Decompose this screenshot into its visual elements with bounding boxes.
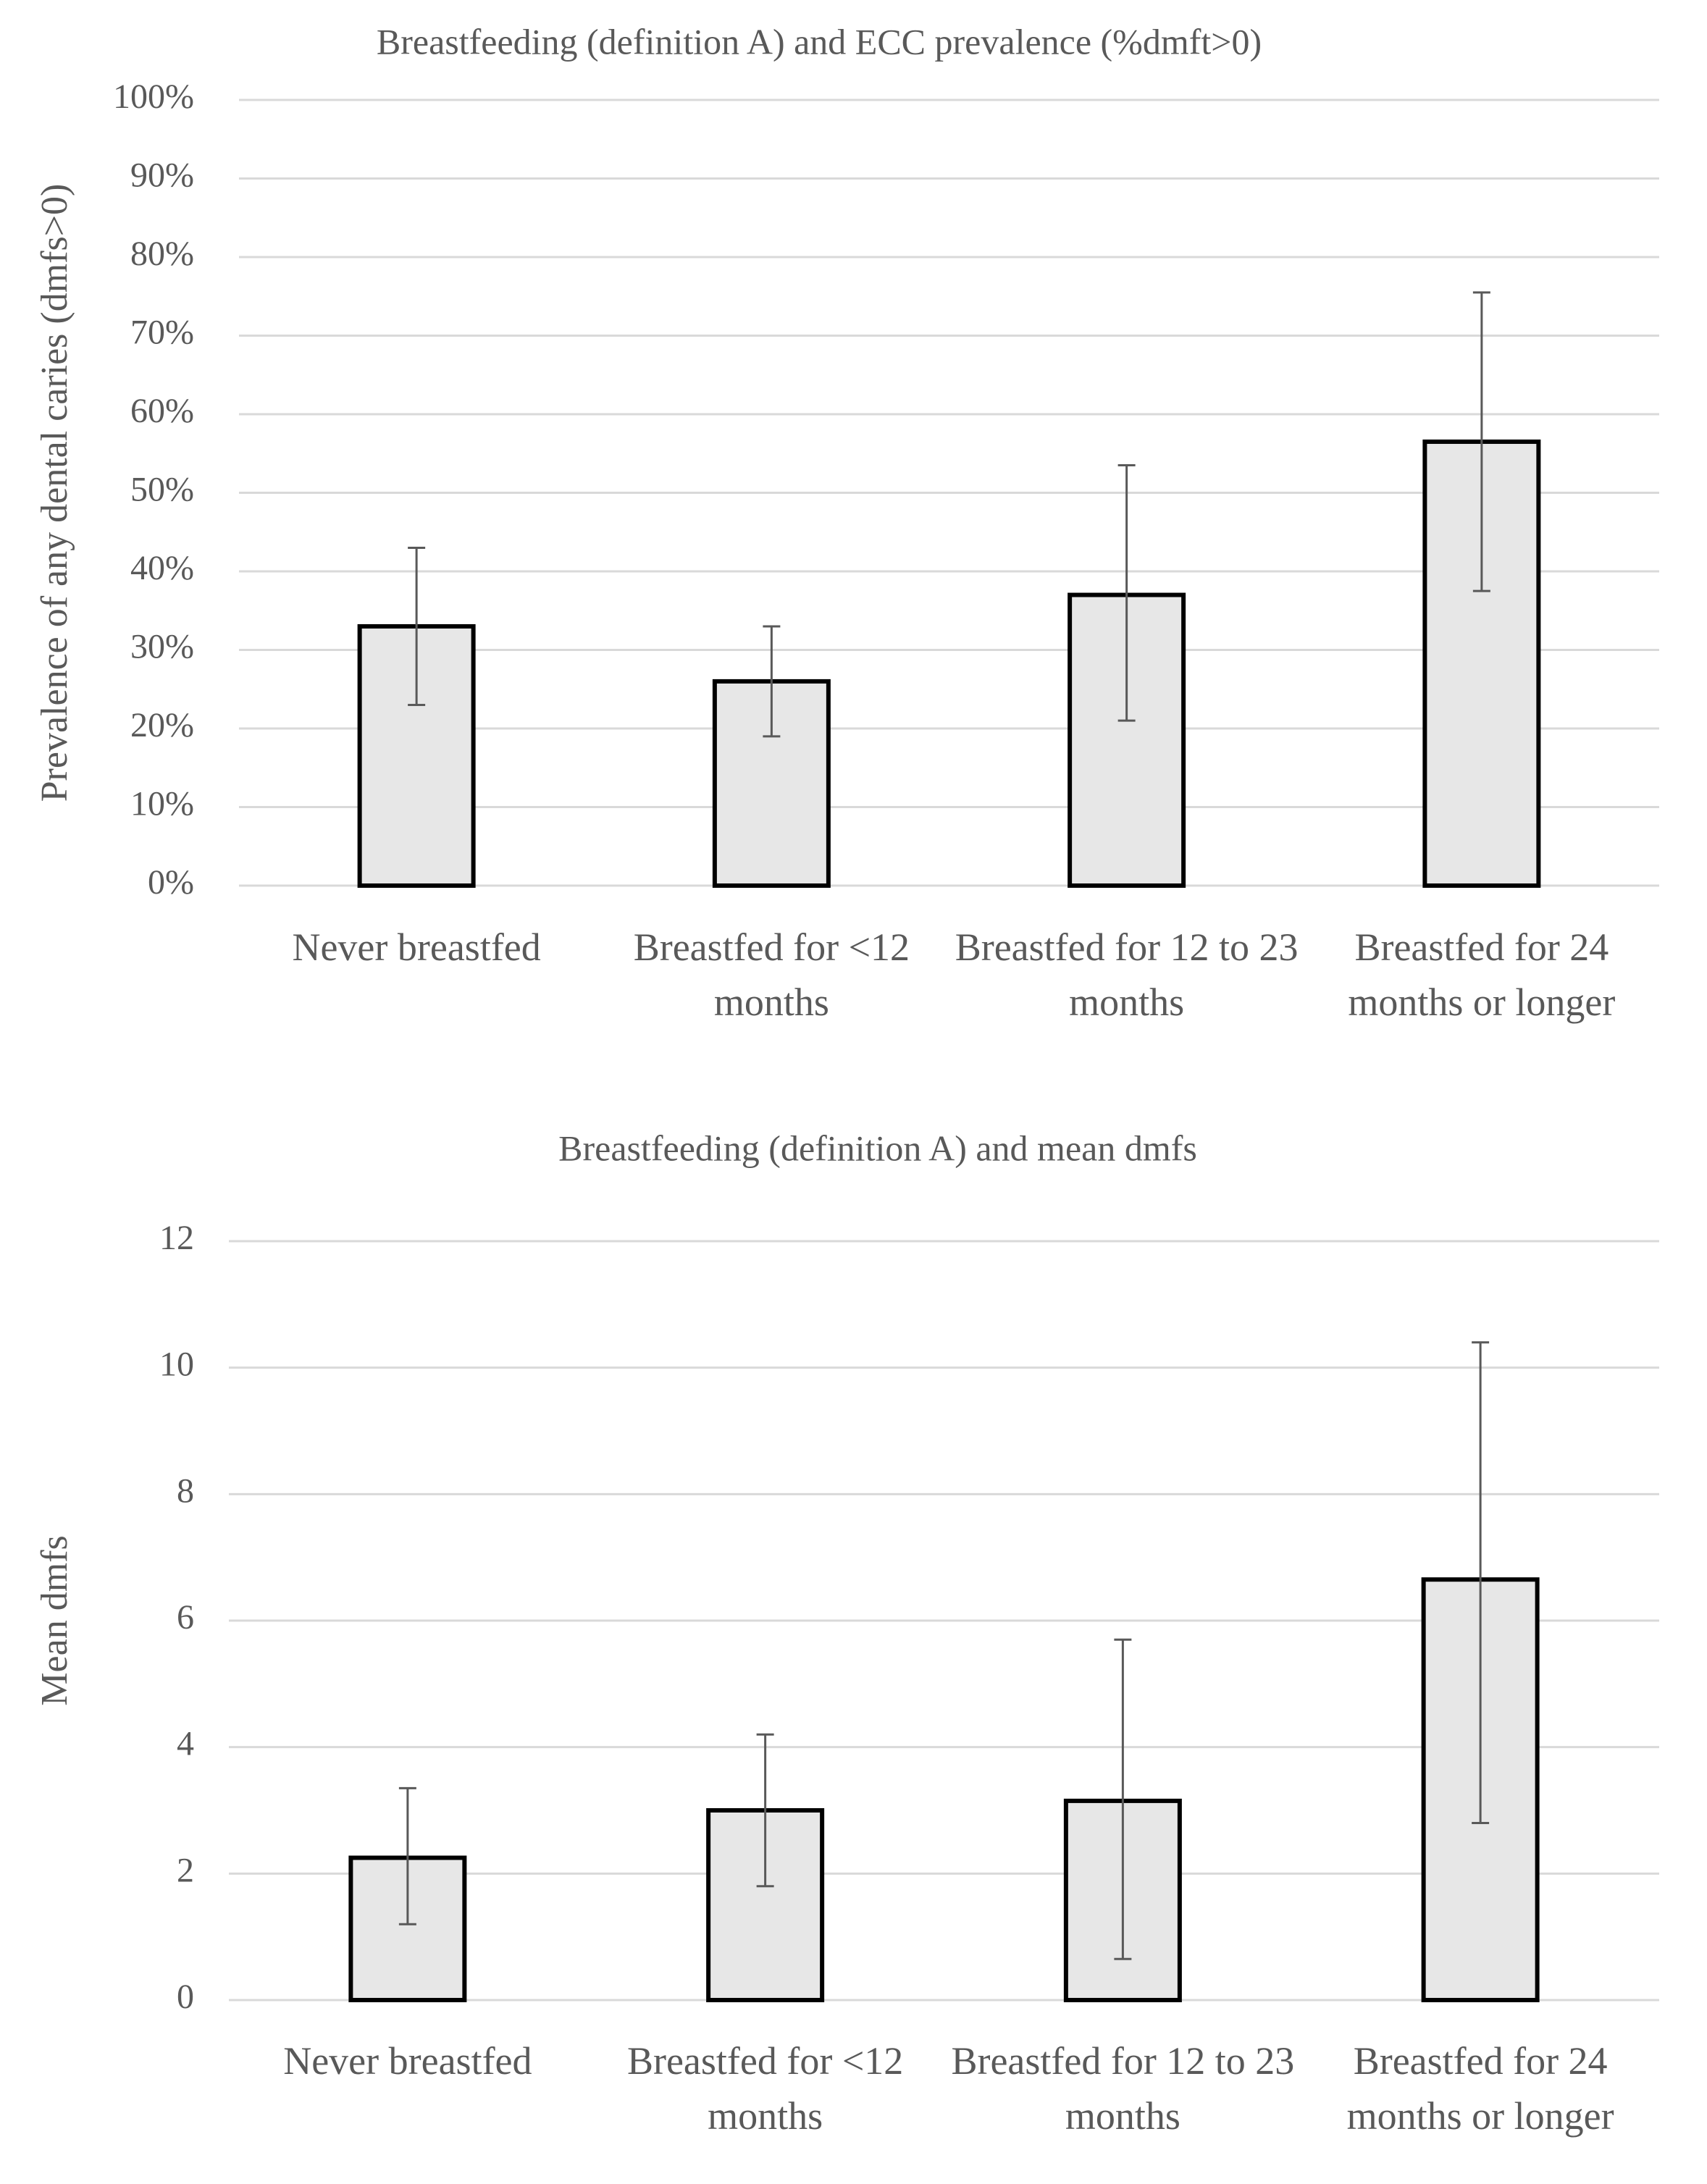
bar: [1422, 439, 1541, 888]
y-tick-label: 12: [159, 1219, 194, 1257]
x-tick-label: Breastfed for 12 to 23 months: [955, 925, 1299, 1024]
y-tick-label: 8: [177, 1471, 194, 1510]
chart-title: Breastfeeding (definition A) and mean dm…: [558, 1127, 1197, 1168]
error-bar: [398, 1786, 416, 1925]
y-tick-label: 10%: [130, 785, 194, 823]
y-tick-label: 20%: [130, 706, 194, 744]
y-tick-label: 2: [177, 1851, 194, 1889]
x-tick-label: Breastfed for <12 months: [626, 2039, 904, 2138]
y-tick-label: 70%: [130, 314, 194, 352]
error-bar: [1472, 291, 1490, 592]
x-tick-label: Breastfed for 24 months or longer: [1348, 925, 1616, 1024]
y-tick-label: 0%: [148, 863, 194, 902]
x-tick-label: Never breastfed: [283, 2039, 532, 2083]
x-tick-label: Never breastfed: [292, 925, 541, 969]
error-bar: [763, 625, 781, 738]
y-tick-label: 30%: [130, 628, 194, 666]
y-tick-label: 60%: [130, 392, 194, 430]
error-bar: [1114, 1638, 1132, 1960]
y-tick-label: 100%: [113, 77, 194, 116]
y-tick-label: 80%: [130, 235, 194, 273]
y-tick-label: 6: [177, 1598, 194, 1637]
chart-title: Breastfeeding (definition A) and ECC pre…: [377, 21, 1262, 62]
x-tick-label: Breastfed for <12 months: [633, 925, 910, 1024]
y-tick-label: 4: [177, 1725, 194, 1763]
y-tick-label: 40%: [130, 549, 194, 587]
x-tick-label: Breastfed for 24 months or longer: [1346, 2039, 1614, 2138]
error-bar: [1472, 1341, 1490, 1824]
y-tick-label: 0: [177, 1978, 194, 2016]
y-axis-title: Mean dmfs: [34, 1535, 75, 1705]
y-tick-label: 90%: [130, 156, 194, 195]
y-tick-label: 50%: [130, 471, 194, 509]
error-bar: [1117, 464, 1136, 722]
y-tick-label: 10: [159, 1345, 194, 1384]
x-tick-label: Breastfed for 12 to 23 months: [951, 2039, 1295, 2138]
error-bar: [408, 546, 426, 706]
y-axis-title: Prevalence of any dental caries (dmfs>0): [34, 184, 75, 802]
error-bar: [756, 1733, 774, 1888]
